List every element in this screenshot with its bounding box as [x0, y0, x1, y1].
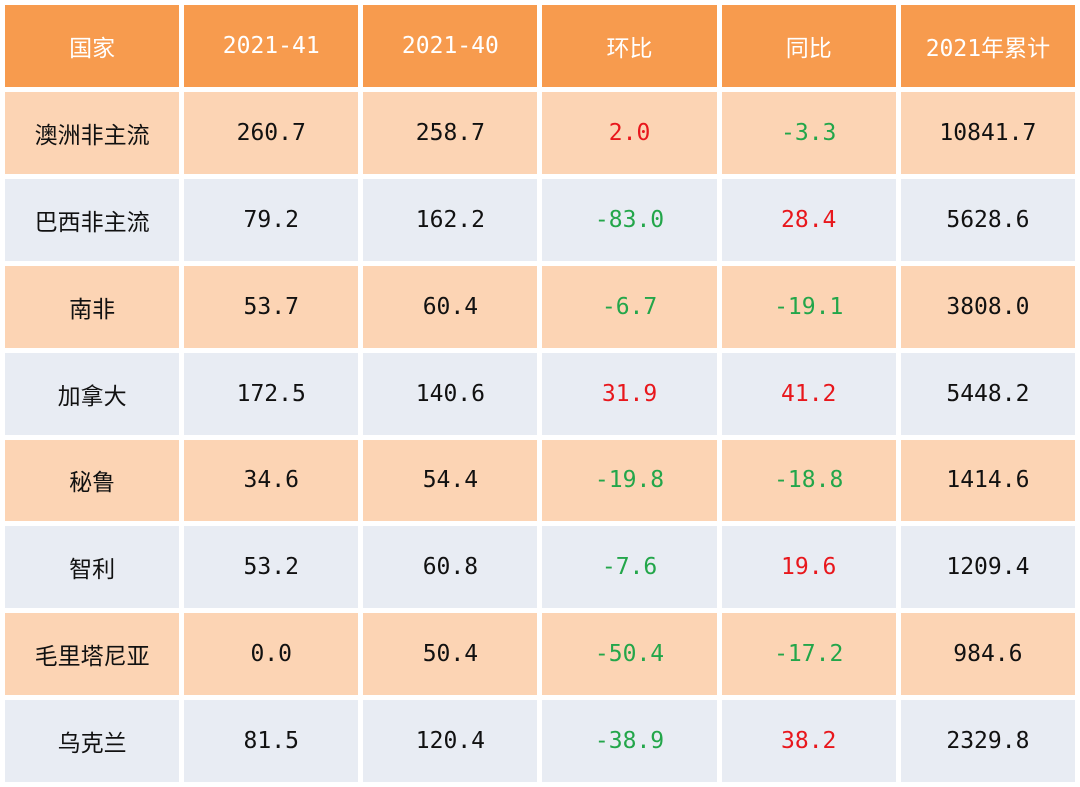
- cell-week-40: 50.4: [363, 613, 538, 696]
- cell-country: 秘鲁: [5, 439, 180, 522]
- cell-ytd-total: 3808.0: [900, 265, 1075, 348]
- cell-week-over-week: -7.6: [542, 526, 717, 609]
- cell-week-40: 60.8: [363, 526, 538, 609]
- header-week-over-week: 环比: [542, 5, 717, 87]
- cell-country: 智利: [5, 526, 180, 609]
- cell-week-40: 162.2: [363, 178, 538, 261]
- cell-week-40: 120.4: [363, 700, 538, 782]
- header-row: 国家 2021-41 2021-40 环比 同比 2021年累计: [5, 5, 1075, 87]
- cell-week-over-week: 31.9: [542, 352, 717, 435]
- cell-week-40: 54.4: [363, 439, 538, 522]
- cell-week-over-week: -50.4: [542, 613, 717, 696]
- cell-week-over-week: -38.9: [542, 700, 717, 782]
- cell-week-41: 53.7: [184, 265, 359, 348]
- cell-week-41: 172.5: [184, 352, 359, 435]
- table-row: 乌克兰 81.5 120.4 -38.9 38.2 2329.8: [5, 700, 1075, 782]
- cell-year-over-year: 38.2: [721, 700, 896, 782]
- cell-ytd-total: 1414.6: [900, 439, 1075, 522]
- cell-week-41: 79.2: [184, 178, 359, 261]
- cell-year-over-year: -19.1: [721, 265, 896, 348]
- cell-country: 澳洲非主流: [5, 92, 180, 174]
- cell-week-over-week: 2.0: [542, 92, 717, 174]
- cell-country: 加拿大: [5, 352, 180, 435]
- table-row: 加拿大 172.5 140.6 31.9 41.2 5448.2: [5, 352, 1075, 435]
- header-week-41: 2021-41: [184, 5, 359, 87]
- cell-week-40: 258.7: [363, 92, 538, 174]
- cell-country: 南非: [5, 265, 180, 348]
- cell-country: 巴西非主流: [5, 178, 180, 261]
- cell-week-40: 140.6: [363, 352, 538, 435]
- cell-year-over-year: -17.2: [721, 613, 896, 696]
- cell-ytd-total: 5448.2: [900, 352, 1075, 435]
- header-week-40: 2021-40: [363, 5, 538, 87]
- cell-year-over-year: -3.3: [721, 92, 896, 174]
- cell-ytd-total: 2329.8: [900, 700, 1075, 782]
- cell-week-over-week: -83.0: [542, 178, 717, 261]
- cell-year-over-year: 41.2: [721, 352, 896, 435]
- cell-year-over-year: -18.8: [721, 439, 896, 522]
- table-row: 南非 53.7 60.4 -6.7 -19.1 3808.0: [5, 265, 1075, 348]
- table-body: 澳洲非主流 260.7 258.7 2.0 -3.3 10841.7 巴西非主流…: [5, 92, 1075, 782]
- cell-week-40: 60.4: [363, 265, 538, 348]
- cell-week-41: 260.7: [184, 92, 359, 174]
- table-header: 国家 2021-41 2021-40 环比 同比 2021年累计: [5, 5, 1075, 87]
- cell-year-over-year: 28.4: [721, 178, 896, 261]
- cell-country: 毛里塔尼亚: [5, 613, 180, 696]
- header-ytd-total: 2021年累计: [900, 5, 1075, 87]
- cell-week-over-week: -6.7: [542, 265, 717, 348]
- header-year-over-year: 同比: [721, 5, 896, 87]
- table-row: 巴西非主流 79.2 162.2 -83.0 28.4 5628.6: [5, 178, 1075, 261]
- cell-ytd-total: 1209.4: [900, 526, 1075, 609]
- cell-week-41: 53.2: [184, 526, 359, 609]
- cell-week-41: 81.5: [184, 700, 359, 782]
- cell-ytd-total: 5628.6: [900, 178, 1075, 261]
- table-row: 澳洲非主流 260.7 258.7 2.0 -3.3 10841.7: [5, 92, 1075, 174]
- cell-country: 乌克兰: [5, 700, 180, 782]
- table-row: 秘鲁 34.6 54.4 -19.8 -18.8 1414.6: [5, 439, 1075, 522]
- cell-ytd-total: 10841.7: [900, 92, 1075, 174]
- cell-week-41: 34.6: [184, 439, 359, 522]
- cell-year-over-year: 19.6: [721, 526, 896, 609]
- table-row: 智利 53.2 60.8 -7.6 19.6 1209.4: [5, 526, 1075, 609]
- header-country: 国家: [5, 5, 180, 87]
- cell-week-over-week: -19.8: [542, 439, 717, 522]
- cell-week-41: 0.0: [184, 613, 359, 696]
- table-row: 毛里塔尼亚 0.0 50.4 -50.4 -17.2 984.6: [5, 613, 1075, 696]
- cell-ytd-total: 984.6: [900, 613, 1075, 696]
